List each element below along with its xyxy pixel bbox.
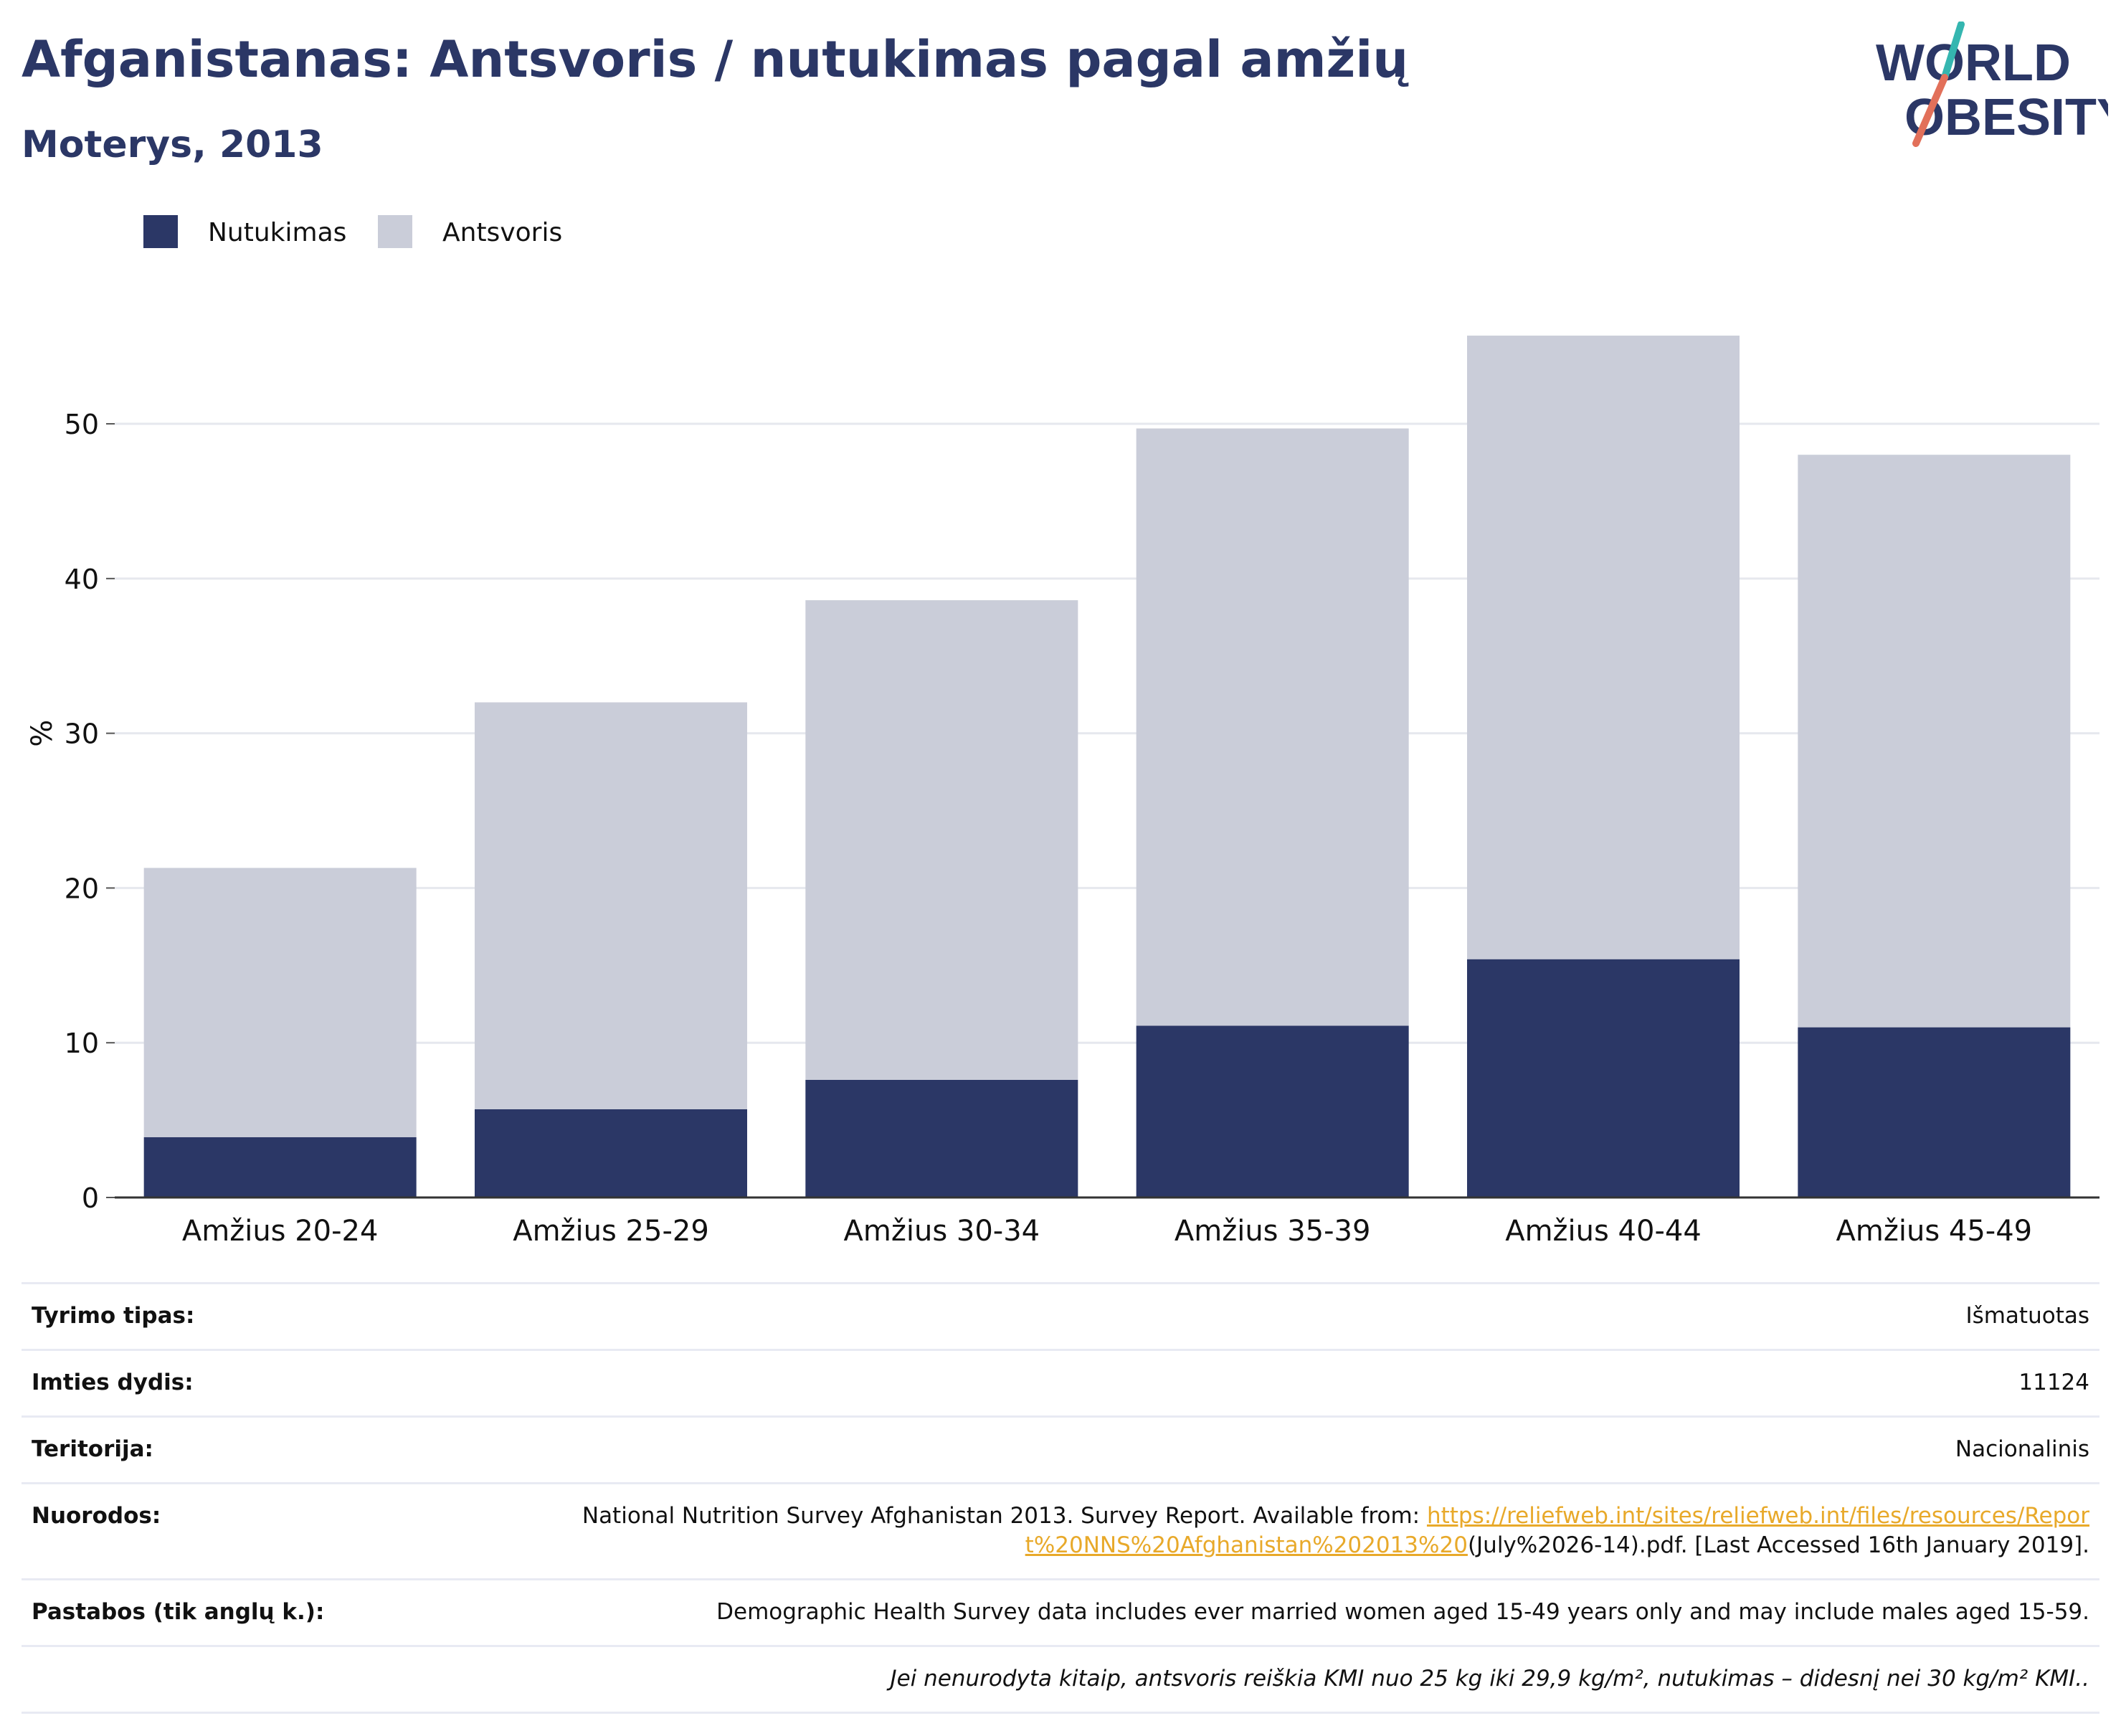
bar-obesity-1	[475, 1109, 747, 1197]
bar-overweight-0	[143, 868, 417, 1137]
survey-type-label: Tyrimo tipas:	[22, 1282, 544, 1350]
bar-obesity-0	[143, 1137, 417, 1197]
bar-obesity-5	[1798, 1027, 2071, 1197]
survey-info-table: Tyrimo tipas: Išmatuotas Imties dydis: 1…	[22, 1282, 2099, 1714]
bar-chart: 0 10 20 30 40 50% Amžius 20-24 Amžius 25-29 Amži…	[26, 336, 2099, 1248]
bar-obesity-3	[1136, 1025, 1409, 1197]
world-obesity-logo: WORLD OBESITY	[1876, 22, 2108, 147]
notes-label: Pastabos (tik anglų k.):	[22, 1578, 544, 1646]
x-tick-label-3: Amžius 35-39	[1175, 1215, 1371, 1248]
logo-word-world: WORLD	[1876, 34, 2071, 92]
x-tick-label-4: Amžius 40-44	[1505, 1215, 1702, 1248]
info-row-footnote: Jei nenurodyta kitaip, antsvoris reiškia…	[22, 1645, 2099, 1714]
chart-subtitle: Moterys, 2013	[22, 123, 323, 166]
info-row-sample-size: Imties dydis: 11124	[22, 1348, 2099, 1417]
logo-slash-teal	[1941, 22, 1965, 81]
sample-size-label: Imties dydis:	[22, 1348, 544, 1417]
legend-label-overweight: Antsvoris	[442, 218, 563, 247]
territory-value: Nacionalinis	[544, 1415, 2099, 1484]
info-row-references: Nuorodos: National Nutrition Survey Afgh…	[22, 1481, 2099, 1580]
y-tick-label-40: 40	[65, 564, 99, 595]
legend-swatch-obesity	[143, 215, 178, 248]
definition-footnote: Jei nenurodyta kitaip, antsvoris reiškia…	[22, 1645, 2099, 1714]
y-tick-label-10: 10	[65, 1028, 99, 1059]
y-tick-label-30: 30	[65, 718, 99, 750]
bar-overweight-3	[1136, 428, 1409, 1026]
bar-obesity-2	[805, 1080, 1078, 1197]
legend-swatch-overweight	[378, 215, 412, 248]
x-tick-label-5: Amžius 45-49	[1836, 1215, 2033, 1248]
territory-label: Teritorija:	[22, 1415, 544, 1484]
info-row-survey-type: Tyrimo tipas: Išmatuotas	[22, 1282, 2099, 1350]
survey-type-value: Išmatuotas	[544, 1282, 2099, 1350]
logo-slash-red	[1912, 74, 1948, 147]
notes-value: Demographic Health Survey data includes …	[544, 1578, 2099, 1646]
references-text-after: (July%2026-14).pdf. [Last Accessed 16th …	[1467, 1532, 2089, 1559]
bar-obesity-4	[1467, 959, 1740, 1197]
bar-overweight-1	[475, 702, 747, 1109]
references-text: National Nutrition Survey Afghanistan 20…	[582, 1502, 1427, 1529]
x-tick-label-2: Amžius 30-34	[844, 1215, 1040, 1248]
references-value: National Nutrition Survey Afghanistan 20…	[544, 1481, 2099, 1580]
y-tick-label-0: 0	[82, 1182, 99, 1214]
sample-size-value: 11124	[544, 1348, 2099, 1417]
references-label: Nuorodos:	[22, 1481, 544, 1580]
info-row-territory: Teritorija: Nacionalinis	[22, 1415, 2099, 1484]
x-tick-label-1: Amžius 25-29	[513, 1215, 709, 1248]
legend-label-obesity: Nutukimas	[208, 218, 347, 247]
bar-overweight-2	[805, 600, 1078, 1080]
references-link[interactable]: https://reliefweb.int/sites/reliefweb.in…	[1025, 1502, 2089, 1559]
bar-overweight-5	[1798, 455, 2071, 1028]
x-tick-label-0: Amžius 20-24	[182, 1215, 379, 1248]
y-axis-label: %	[26, 720, 59, 747]
bar-overweight-4	[1467, 336, 1740, 959]
y-tick-label-20: 20	[65, 873, 99, 904]
y-tick-label-50: 50	[65, 409, 99, 440]
info-row-notes: Pastabos (tik anglų k.): Demographic Hea…	[22, 1578, 2099, 1646]
chart-title: Afganistanas: Antsvoris / nutukimas paga…	[22, 30, 1409, 89]
